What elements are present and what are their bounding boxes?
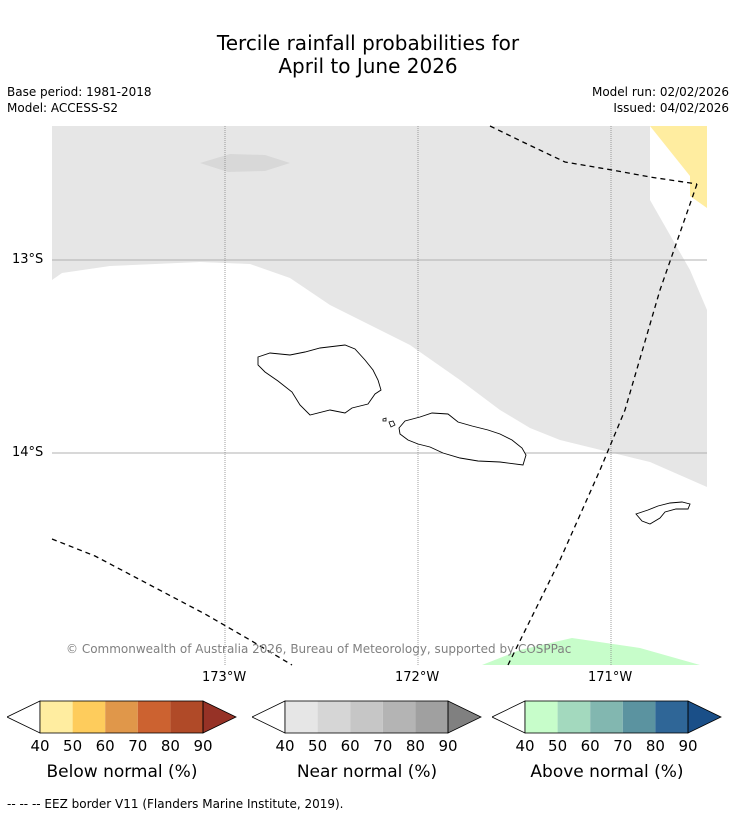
island-apolima [388,420,396,428]
lat-label-14s: 14°S [12,445,44,460]
colorbar-below-min-arrow [6,700,41,734]
tick-label: 40 [275,737,295,755]
copyright-notice: © Commonwealth of Australia 2026, Bureau… [66,642,572,656]
tick-label: 40 [30,737,50,755]
tick-label: 80 [405,737,425,755]
colorbar-near-70-80 [382,701,416,733]
colorbar-above-80-90 [655,701,688,733]
tick-label: 90 [438,737,458,755]
colorbar-below-60-70 [105,701,138,733]
tick-label: 90 [678,737,698,755]
island-tutuila [635,501,691,525]
near-normal-patch [200,154,290,172]
colorbar-above-max-arrow [687,700,722,734]
lon-label-173w: 173°W [202,670,247,685]
colorbar-near-40-50 [285,701,318,733]
tick-label: 60 [95,737,115,755]
legend-above-normal: 40 50 60 70 80 90 Above normal (%) [491,700,722,782]
near-normal-region [52,126,707,487]
above-normal-region [482,638,700,665]
colorbar-near-60-70 [350,701,383,733]
island-savaii [257,344,382,416]
tick-label: 80 [645,737,665,755]
map-panel [51,125,707,666]
lon-label-171w: 171°W [588,670,633,685]
meta-left: Base period: 1981-2018 Model: ACCESS-S2 [7,84,152,116]
meta-right: Model run: 02/02/2026 Issued: 04/02/2026 [592,84,729,116]
tick-label: 60 [580,737,600,755]
tick-label: 60 [340,737,360,755]
colorbar-above-40-50 [525,701,558,733]
tick-label: 50 [548,737,568,755]
caption-above-normal: Above normal (%) [530,762,684,782]
tick-label: 90 [193,737,213,755]
tick-label: 50 [63,737,83,755]
eez-footnote: -- -- -- EEZ border V11 (Flanders Marine… [7,797,344,811]
colorbar-above-normal [491,700,722,734]
tick-label: 80 [160,737,180,755]
colorbar-near-normal [251,700,482,734]
island-manono [382,417,387,422]
colorbar-above-min-arrow [491,700,526,734]
model-name: Model: ACCESS-S2 [7,101,119,115]
tick-label: 70 [613,737,633,755]
colorbar-near-max-arrow [447,700,482,734]
lat-label-13s: 13°S [12,252,44,267]
below-normal-region [650,126,707,208]
colorbar-near-80-90 [415,701,448,733]
colorbar-near-min-arrow [251,700,286,734]
colorbar-above-70-80 [622,701,656,733]
tick-label: 40 [515,737,535,755]
legend-below-normal: 40 50 60 70 80 90 Below normal (%) [6,700,237,782]
issued-date: Issued: 04/02/2026 [613,101,729,115]
colorbar-below-80-90 [170,701,203,733]
caption-below-normal: Below normal (%) [46,762,198,782]
colorbar-above-50-60 [557,701,591,733]
tick-label: 50 [308,737,328,755]
colorbar-above-60-70 [590,701,623,733]
eez-border-east [507,183,698,666]
island-upolu [398,412,527,466]
tick-label: 70 [373,737,393,755]
caption-near-normal: Near normal (%) [296,762,438,782]
colorbar-below-50-60 [72,701,106,733]
title-line-1: Tercile rainfall probabilities for [216,31,520,55]
base-period: Base period: 1981-2018 [7,85,152,99]
title-line-2: April to June 2026 [278,54,458,78]
colorbar-near-50-60 [317,701,351,733]
chart-title: Tercile rainfall probabilities for April… [0,32,736,78]
colorbar-below-40-50 [40,701,73,733]
colorbar-below-normal [6,700,237,734]
lon-label-172w: 172°W [395,670,440,685]
colorbar-below-70-80 [137,701,171,733]
tick-label: 70 [128,737,148,755]
model-run: Model run: 02/02/2026 [591,85,729,99]
legend-near-normal: 40 50 60 70 80 90 Near normal (%) [251,700,482,782]
eez-border-southwest [51,538,293,666]
colorbar-below-max-arrow [202,700,237,734]
